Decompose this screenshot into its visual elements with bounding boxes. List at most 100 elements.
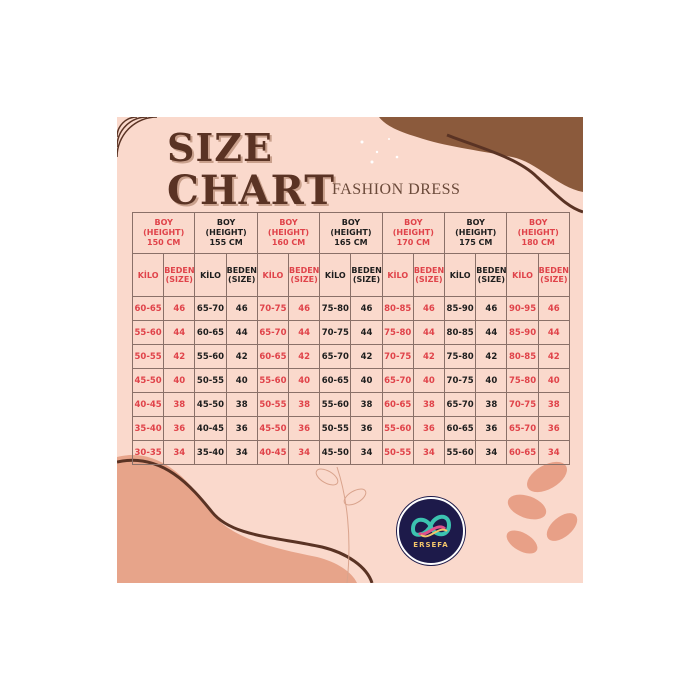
kilo-cell: 55-60 xyxy=(381,416,414,441)
kilo-header: KİLO xyxy=(444,253,477,297)
height-header-cm: 165 CM xyxy=(334,238,368,247)
size-cell: 34 xyxy=(475,440,508,465)
kilo-header: KİLO xyxy=(256,253,290,297)
size-cell: 40 xyxy=(288,368,321,393)
height-header: BOY (HEIGHT) 180 CM xyxy=(506,212,570,254)
infinity-logo-icon xyxy=(410,514,452,538)
kilo-header: KİLO xyxy=(381,253,414,297)
size-cell: 38 xyxy=(163,392,196,417)
size-cell: 42 xyxy=(163,344,196,369)
kilo-header: KİLO xyxy=(319,253,352,297)
size-cell: 46 xyxy=(163,296,196,321)
table-row: 55-60 44 60-65 44 65-70 44 70-75 44 75-80 44 80-85… xyxy=(131,320,571,345)
size-cell: 44 xyxy=(288,320,321,345)
height-header-height: (HEIGHT) xyxy=(455,228,497,237)
size-cell: 34 xyxy=(537,440,571,465)
ersefa-logo: ERSEFA xyxy=(397,497,465,565)
height-header-height: (HEIGHT) xyxy=(330,228,372,237)
kilo-cell: 50-55 xyxy=(131,344,165,369)
size-cell: 34 xyxy=(288,440,321,465)
size-cell: 36 xyxy=(537,416,571,441)
brown-wave-top xyxy=(446,133,583,214)
kilo-cell: 70-75 xyxy=(444,368,477,393)
kilo-cell: 60-65 xyxy=(256,344,290,369)
table-row: 30-35 34 35-40 34 40-45 34 45-50 34 50-55 34 55-60… xyxy=(131,440,571,465)
height-header-height: (HEIGHT) xyxy=(517,228,559,237)
size-cell: 46 xyxy=(412,296,446,321)
height-header-boy: BOY xyxy=(341,218,361,227)
height-header-cm: 155 CM xyxy=(209,238,243,247)
kilo-cell: 70-75 xyxy=(256,296,290,321)
size-cell: 42 xyxy=(288,344,321,369)
table-row: 45-50 40 50-55 40 55-60 40 60-65 40 65-70 40 70-75… xyxy=(131,368,571,393)
height-header-height: (HEIGHT) xyxy=(267,228,310,237)
size-cell: 40 xyxy=(225,368,258,393)
size-cell: 44 xyxy=(475,320,508,345)
table-row: 60-65 46 65-70 46 70-75 46 75-80 46 80-85 46 85-90… xyxy=(131,296,571,321)
kilo-cell: 50-55 xyxy=(319,416,352,441)
height-header: BOY (HEIGHT) 175 CM xyxy=(444,212,508,254)
height-header-boy: BOY xyxy=(216,218,236,227)
size-chart-card: SIZE CHART FASHION DRESS BOY (HEIGHT) 150 … xyxy=(117,117,583,583)
kilo-cell: 60-65 xyxy=(319,368,352,393)
height-header: BOY (HEIGHT) 150 CM xyxy=(131,212,196,254)
kilo-cell: 80-85 xyxy=(381,296,414,321)
beden-header: BEDEN (SIZE) xyxy=(475,253,508,297)
kilo-cell: 85-90 xyxy=(444,296,477,321)
kilo-cell: 55-60 xyxy=(194,344,227,369)
size-cell: 44 xyxy=(350,320,383,345)
size-cell: 36 xyxy=(350,416,383,441)
size-cell: 34 xyxy=(412,440,446,465)
size-cell: 44 xyxy=(537,320,571,345)
beden-header: BEDEN (SIZE) xyxy=(412,253,446,297)
kilo-cell: 75-80 xyxy=(381,320,414,345)
height-header-cm: 160 CM xyxy=(271,238,306,247)
kilo-cell: 65-70 xyxy=(506,416,539,441)
size-cell: 36 xyxy=(412,416,446,441)
size-cell: 44 xyxy=(412,320,446,345)
size-cell: 42 xyxy=(225,344,258,369)
kilo-cell: 65-70 xyxy=(444,392,477,417)
decorative-background xyxy=(117,117,583,583)
kilo-cell: 45-50 xyxy=(131,368,165,393)
beden-header: BEDEN (SIZE) xyxy=(225,253,258,297)
brown-wave-bottom xyxy=(117,458,374,583)
size-cell: 42 xyxy=(412,344,446,369)
kilo-cell: 70-75 xyxy=(506,392,539,417)
kilo-cell: 40-45 xyxy=(256,440,290,465)
line-leaf-icon xyxy=(315,466,367,583)
height-header-cm: 170 CM xyxy=(396,238,430,247)
kilo-cell: 55-60 xyxy=(256,368,290,393)
size-cell: 42 xyxy=(475,344,508,369)
size-cell: 46 xyxy=(475,296,508,321)
table-row: 50-55 42 55-60 42 60-65 42 65-70 42 70-75 42 75-80… xyxy=(131,344,571,369)
arcs-icon xyxy=(117,117,158,158)
size-label: (SIZE) xyxy=(290,275,318,284)
size-cell: 34 xyxy=(350,440,383,465)
size-cell: 40 xyxy=(412,368,446,393)
kilo-cell: 80-85 xyxy=(444,320,477,345)
table-row: 40-45 38 45-50 38 50-55 38 55-60 38 60-65 38 65-70… xyxy=(131,392,571,417)
height-header: BOY (HEIGHT) 165 CM xyxy=(319,212,383,254)
beden-header: BEDEN (SIZE) xyxy=(288,253,321,297)
size-label: (SIZE) xyxy=(352,275,381,284)
size-cell: 38 xyxy=(537,392,571,417)
kilo-cell: 90-95 xyxy=(506,296,539,321)
height-header-height: (HEIGHT) xyxy=(143,228,185,237)
brown-blob-top-right xyxy=(379,117,583,192)
kilo-cell: 60-65 xyxy=(444,416,477,441)
kilo-cell: 80-85 xyxy=(506,344,539,369)
kilo-cell: 60-65 xyxy=(506,440,539,465)
size-cell: 42 xyxy=(537,344,571,369)
size-label: (SIZE) xyxy=(540,275,568,284)
kilo-header: KİLO xyxy=(506,253,539,297)
kilo-cell: 35-40 xyxy=(131,416,165,441)
beden-label: BEDEN xyxy=(289,266,320,275)
beden-header: BEDEN (SIZE) xyxy=(350,253,383,297)
size-cell: 34 xyxy=(225,440,258,465)
kilo-cell: 75-80 xyxy=(506,368,539,393)
height-header-boy: BOY xyxy=(529,218,548,227)
leaf-branch-icon xyxy=(506,461,578,554)
size-cell: 40 xyxy=(537,368,571,393)
beden-label: BEDEN xyxy=(413,266,445,275)
